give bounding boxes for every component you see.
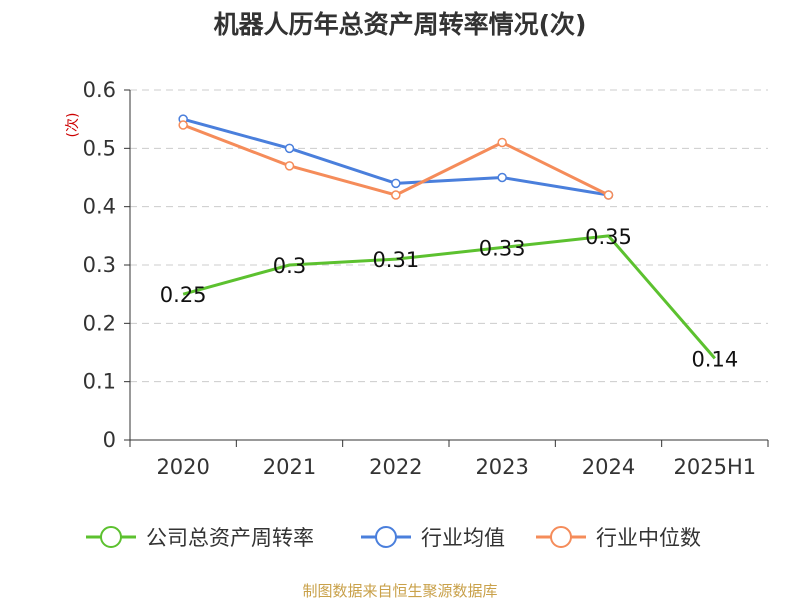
y-axis-unit: (次) [65,113,81,138]
x-tick-label-2025H1: 2025H1 [674,455,757,479]
x-tick-label-2021: 2021 [263,455,316,479]
data-label-2020: 0.25 [160,283,207,307]
series-1-point-2021 [284,143,295,154]
data-labels: 0.25 0.3 0.31 0.33 0.35 0.14 [160,225,738,372]
x-tick-label-2022: 2022 [369,455,422,479]
series-2-point-2021 [284,161,295,171]
axes: 0 0.1 0.2 0.3 0.4 0.5 0.6 2020 2021 2022 2023 2024 2… [83,78,769,479]
legend-item-0: 公司总资产周转率 [86,526,314,550]
y-tick-label-3: 0.3 [83,253,116,277]
legend-label-2: 行业中位数 [596,526,701,550]
series-1-point-2023 [497,172,507,183]
series-group [178,114,716,360]
y-tick-label-0: 0 [103,428,116,452]
series-line-0 [182,234,716,360]
x-tick-label-2024: 2024 [582,455,635,479]
series-2-point-2023 [497,137,507,148]
y-tick-label-1: 0.1 [83,370,116,394]
grid-lines [130,89,768,383]
legend: 公司总资产周转率 行业均值 行业中位数 [86,526,701,550]
series-1-point-2022 [391,178,401,189]
legend-label-0: 公司总资产周转率 [146,526,314,550]
legend-item-1: 行业均值 [361,526,505,550]
data-label-2023: 0.33 [479,237,526,261]
data-label-2022: 0.31 [372,248,419,272]
chart-title: 机器人历年总资产周转率情况(次) [214,10,587,39]
legend-marker-2 [550,526,572,548]
data-label-2021: 0.3 [273,254,306,278]
y-tick-label-4: 0.4 [83,195,116,219]
series-2-point-2024 [603,190,614,200]
y-tick-label-5: 0.5 [83,136,116,160]
data-label-2024: 0.35 [585,225,632,249]
series-2-point-2022 [391,190,401,200]
series-2-point-2020 [178,120,188,130]
legend-item-2: 行业中位数 [536,526,701,550]
legend-label-1: 行业均值 [421,526,505,550]
x-tick-label-2023: 2023 [475,455,528,479]
x-tick-label-2020: 2020 [156,455,209,479]
data-label-2025H1: 0.14 [691,347,738,371]
legend-marker-1 [375,526,397,548]
y-tick-label-2: 0.2 [83,311,116,335]
legend-marker-0 [100,526,122,548]
y-tick-label-6: 0.6 [83,78,116,102]
source-note: 制图数据来自恒生聚源数据库 [302,582,497,600]
